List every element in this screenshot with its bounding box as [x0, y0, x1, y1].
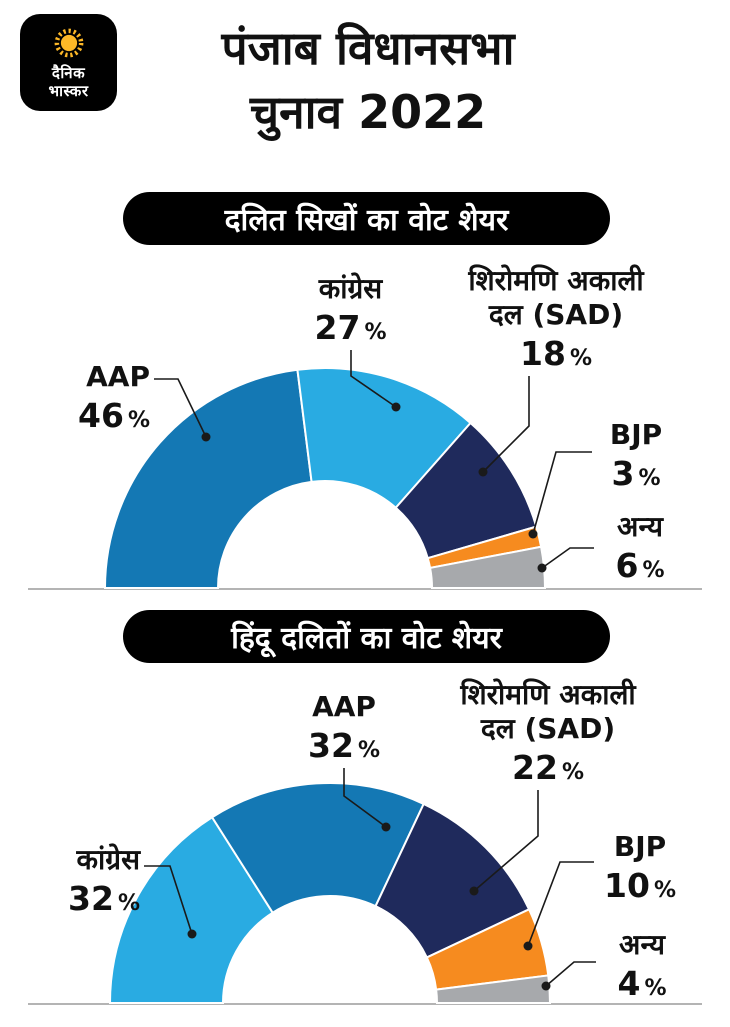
- party-name: अन्य: [617, 510, 663, 543]
- chart2-leader-line-3: [527, 861, 594, 947]
- chart2-heading: हिंदू दलितों का वोट शेयर: [123, 610, 610, 663]
- vote-share-value: 32%: [15, 879, 140, 919]
- vote-share-value: 6%: [596, 546, 684, 586]
- value-number: 6: [615, 546, 639, 586]
- chart2-leader-line-2: [473, 790, 539, 892]
- chart1-segment-1: [296, 367, 472, 510]
- chart1-heading: दलित सिखों का वोट शेयर: [123, 192, 610, 245]
- vote-share-value: 18%: [450, 334, 662, 374]
- chart1-segment-0: [103, 368, 313, 589]
- logo-text-line1: दैनिक: [51, 64, 86, 82]
- value-number: 10: [604, 866, 650, 906]
- value-number: 18: [520, 334, 566, 374]
- vote-share-value: 22%: [442, 748, 654, 788]
- title-line-2: चुनाव 2022: [249, 85, 487, 140]
- party-name: कांग्रेस: [76, 843, 140, 876]
- percent-sign: %: [357, 738, 380, 764]
- value-number: 4: [617, 964, 641, 1004]
- chart1-leader-line-2: [482, 376, 530, 473]
- vote-share-value: 27%: [288, 308, 413, 348]
- chart1-leader-line-3: [532, 451, 592, 535]
- party-name: अन्य: [619, 928, 665, 961]
- percent-sign: %: [117, 891, 140, 917]
- chart2-leader-dot-3: [523, 941, 533, 951]
- chart2-leader-dot-1: [381, 822, 391, 832]
- callout-chart1-bjp: BJP 3%: [596, 418, 676, 494]
- chart1-leader-dot-3: [528, 529, 538, 539]
- callout-chart1-others: अन्य 6%: [596, 510, 684, 586]
- party-name: AAP: [86, 360, 150, 393]
- vote-share-value: 46%: [30, 396, 150, 436]
- chart1-leader-dot-2: [478, 467, 488, 477]
- dainik-bhaskar-logo: दैनिक भास्कर: [20, 14, 117, 111]
- party-name: BJP: [609, 418, 663, 451]
- callout-chart2-aap: AAP 32%: [284, 690, 404, 766]
- chart2-leader-dot-4: [541, 981, 551, 991]
- percent-sign: %: [638, 466, 661, 492]
- page-title: पंजाब विधानसभा चुनाव 2022: [128, 16, 608, 145]
- party-name: कांग्रेस: [318, 272, 383, 305]
- chart1-leader-dot-1: [391, 402, 401, 412]
- percent-sign: %: [642, 558, 665, 584]
- callout-chart1-sad: शिरोमणि अकाली दल (SAD) 18%: [450, 264, 662, 374]
- percent-sign: %: [644, 976, 667, 1002]
- logo-text-line2: भास्कर: [48, 82, 89, 100]
- chart1-leader-line-4: [541, 547, 594, 569]
- value-number: 22: [512, 748, 558, 788]
- value-number: 3: [611, 454, 635, 494]
- value-number: 32: [68, 879, 114, 919]
- chart2-leader-line-1: [343, 768, 387, 828]
- vote-share-value: 32%: [284, 726, 404, 766]
- party-name: शिरोमणि अकाली दल (SAD): [460, 678, 636, 746]
- callout-chart2-sad: शिरोमणि अकाली दल (SAD) 22%: [442, 678, 654, 788]
- chart1-leader-line-0: [154, 378, 207, 438]
- percent-sign: %: [561, 760, 584, 786]
- chart2-leader-line-0: [144, 865, 193, 935]
- chart1-leader-dot-0: [201, 432, 211, 442]
- party-name: शिरोमणि अकाली दल (SAD): [468, 264, 644, 332]
- chart1-leader-dot-4: [537, 563, 547, 573]
- chart2-leader-line-4: [545, 961, 596, 987]
- callout-chart1-congress: कांग्रेस 27%: [288, 272, 413, 348]
- percent-sign: %: [127, 408, 150, 434]
- percent-sign: %: [364, 320, 387, 346]
- chart2-segment-0: [108, 815, 275, 1004]
- value-number: 27: [314, 308, 361, 348]
- callout-chart2-bjp: BJP 10%: [596, 830, 684, 906]
- percent-sign: %: [569, 346, 592, 372]
- vote-share-value: 3%: [596, 454, 676, 494]
- percent-sign: %: [653, 878, 676, 904]
- party-name: AAP: [312, 690, 376, 723]
- value-number: 32: [308, 726, 354, 766]
- sun-icon: [54, 28, 83, 58]
- party-name: BJP: [613, 830, 667, 863]
- callout-chart2-others: अन्य 4%: [598, 928, 686, 1004]
- callout-chart1-aap: AAP 46%: [30, 360, 150, 436]
- value-number: 46: [78, 396, 124, 436]
- chart1-segment-4: [428, 545, 547, 589]
- chart2-leader-dot-0: [187, 929, 197, 939]
- chart1-leader-line-1: [350, 350, 397, 408]
- title-line-1: पंजाब विधानसभा: [221, 21, 515, 75]
- vote-share-value: 10%: [596, 866, 684, 906]
- callout-chart2-congress: कांग्रेस 32%: [15, 843, 140, 919]
- chart2-leader-dot-2: [469, 886, 479, 896]
- vote-share-value: 4%: [598, 964, 686, 1004]
